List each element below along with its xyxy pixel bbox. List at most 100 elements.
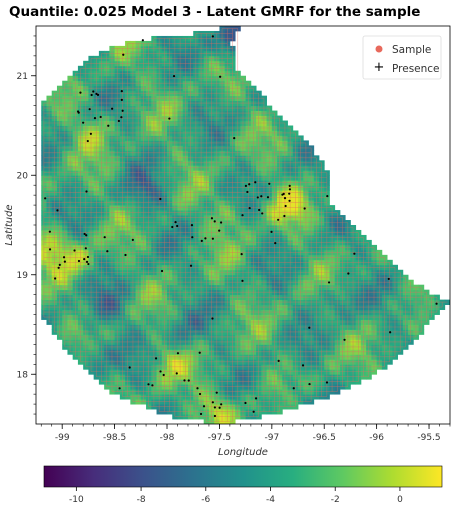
y-tick-label: 19 — [17, 271, 29, 281]
presence-marker — [301, 364, 305, 367]
heatmap-cell — [308, 399, 315, 405]
chart-title: Quantile: 0.025 Model 3 - Latent GMRF fo… — [9, 4, 421, 20]
heatmap-cell — [439, 304, 446, 310]
presence-marker — [85, 234, 88, 237]
x-tick-label: -97 — [264, 433, 279, 443]
y-tick-label: 20 — [17, 171, 29, 181]
presence-marker — [196, 387, 199, 390]
presence-marker — [128, 366, 131, 369]
presence-marker — [270, 230, 273, 233]
heatmap-cell — [292, 404, 299, 410]
presence-markers — [44, 35, 438, 418]
presence-marker — [63, 260, 66, 263]
presence-marker — [202, 405, 206, 408]
presence-marker — [118, 387, 121, 390]
presence-marker — [241, 214, 244, 217]
presence-marker — [260, 195, 263, 198]
x-tick-label: -96 — [369, 433, 384, 443]
presence-marker — [191, 236, 194, 239]
presence-marker — [162, 373, 165, 377]
presence-marker — [326, 194, 329, 198]
presence-marker — [84, 247, 87, 250]
presence-marker — [277, 359, 280, 362]
presence-marker — [171, 225, 174, 229]
presence-marker — [159, 197, 162, 201]
presence-marker — [211, 35, 214, 38]
presence-marker — [86, 255, 90, 259]
x-tick-label: -99 — [55, 433, 70, 443]
presence-marker — [120, 116, 123, 119]
presence-marker — [213, 414, 217, 418]
legend-presence-marker: + — [374, 60, 385, 75]
legend-box — [362, 35, 442, 80]
colorbar-tick-label: 0 — [397, 495, 403, 505]
presence-marker — [254, 397, 258, 400]
heatmap-cell — [277, 409, 283, 415]
heatmap-cell — [229, 419, 236, 424]
presence-marker — [96, 93, 100, 96]
legend-sample-label: Sample — [392, 44, 431, 56]
sample-grid-lines — [43, 28, 448, 422]
presence-marker — [233, 136, 236, 140]
presence-marker — [85, 190, 88, 193]
presence-marker — [244, 401, 247, 405]
presence-marker — [160, 269, 164, 273]
presence-marker — [89, 132, 92, 135]
presence-marker — [141, 39, 144, 42]
x-tick-label: -95.5 — [417, 433, 440, 443]
presence-marker — [111, 107, 114, 110]
presence-marker — [99, 115, 102, 119]
presence-marker — [85, 260, 89, 263]
presence-marker — [288, 192, 291, 195]
presence-marker — [198, 351, 201, 354]
presence-marker — [288, 184, 291, 187]
presence-marker — [210, 217, 214, 220]
presence-marker — [54, 277, 57, 280]
heatmap-cell — [397, 349, 404, 355]
presence-marker — [288, 188, 292, 191]
presence-marker — [120, 90, 123, 93]
colorbar-tick-label: -10 — [69, 495, 84, 505]
heatmap-cell — [355, 379, 362, 385]
presence-marker — [199, 412, 203, 416]
presence-marker — [200, 239, 203, 242]
presence-marker — [189, 264, 193, 267]
x-axis-label: Longitude — [218, 447, 268, 458]
y-axis: 18 19 20 21 — [17, 35, 36, 415]
presence-marker — [283, 197, 287, 200]
presence-marker — [168, 117, 171, 120]
presence-marker — [44, 197, 47, 200]
y-tick-label: 18 — [17, 370, 29, 380]
presence-marker — [240, 253, 243, 256]
presence-marker — [176, 352, 180, 355]
presence-marker — [220, 403, 223, 406]
presence-marker — [57, 266, 60, 269]
presence-marker — [248, 206, 251, 210]
colorbar-tick-label: -4 — [266, 495, 275, 505]
heatmap-cell — [381, 364, 388, 370]
presence-marker — [258, 208, 261, 212]
presence-marker — [73, 249, 76, 252]
presence-marker — [288, 199, 291, 202]
presence-marker — [266, 196, 270, 199]
presence-marker — [211, 401, 214, 404]
presence-marker — [159, 370, 162, 373]
presence-marker — [86, 139, 89, 143]
legend-sample-marker — [375, 45, 383, 53]
presence-marker — [213, 220, 216, 223]
presence-marker — [62, 256, 66, 259]
presence-marker — [283, 214, 286, 218]
presence-marker — [48, 248, 52, 251]
heatmap-cell — [429, 314, 435, 320]
presence-marker — [175, 372, 178, 375]
heatmap-cell — [408, 339, 414, 345]
presence-marker — [274, 241, 277, 245]
presence-marker — [82, 121, 85, 124]
presence-marker — [219, 75, 222, 78]
presence-marker — [87, 262, 90, 266]
presence-marker — [88, 108, 91, 111]
presence-marker — [183, 379, 186, 382]
presence-marker — [353, 252, 356, 255]
presence-marker — [103, 236, 106, 239]
